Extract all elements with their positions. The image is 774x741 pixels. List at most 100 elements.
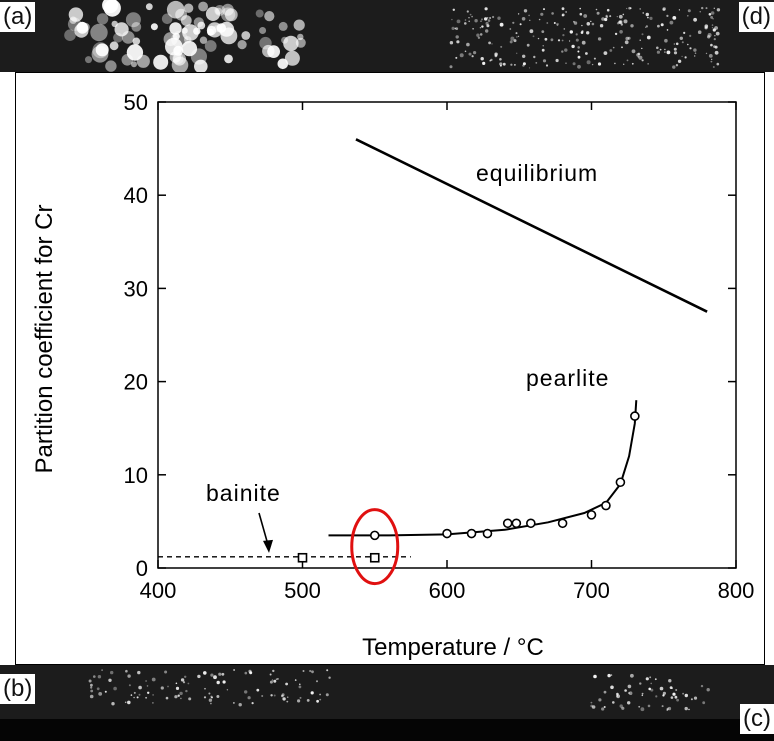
micrograph-particle — [557, 39, 561, 42]
micrograph-particle — [502, 62, 506, 66]
axis-ticks: 400 500 600 700 800 0 10 20 30 40 50 — [124, 90, 755, 603]
micrograph-particle — [233, 669, 236, 671]
micrograph-particle — [591, 705, 596, 709]
micrograph-particle — [565, 11, 567, 13]
micrograph-particle — [218, 672, 222, 676]
micrograph-particle — [216, 680, 220, 685]
micrograph-particle — [649, 16, 653, 20]
micrograph-particle — [710, 60, 713, 63]
micrograph-particle — [298, 685, 302, 689]
micrograph-particle — [688, 708, 690, 711]
micrograph-particle — [621, 46, 623, 49]
micrograph-particle — [529, 19, 531, 21]
bainite-point — [369, 552, 380, 563]
micrograph-particle — [474, 19, 478, 23]
micrograph-particle — [622, 13, 625, 16]
micrograph-particle — [671, 687, 673, 690]
micrograph-particle — [113, 686, 117, 691]
micrograph-particle — [85, 56, 92, 64]
micrograph-particle — [221, 7, 236, 22]
micrograph-particle — [672, 16, 677, 20]
micrograph-particle — [179, 691, 183, 696]
pearlite-point — [511, 518, 522, 529]
micrograph-particle — [704, 26, 708, 30]
micrograph-particle — [515, 32, 518, 35]
micrograph-particle — [690, 698, 693, 701]
micrograph-particle — [638, 705, 641, 708]
micrograph-particle — [609, 15, 612, 18]
micrograph-particle — [517, 13, 520, 15]
micrograph-particle — [275, 678, 278, 680]
micrograph-particle — [614, 32, 618, 36]
micrograph-particle — [561, 14, 564, 17]
micrograph-particle — [238, 703, 242, 707]
micrograph-particle — [499, 62, 503, 66]
micrograph-particle — [649, 676, 652, 679]
micrograph-particle — [194, 59, 208, 72]
micrograph-particle — [659, 686, 664, 691]
micrograph-particle — [538, 18, 541, 21]
micrograph-particle — [603, 690, 607, 694]
micrograph-particle — [297, 699, 301, 703]
micrograph-particle — [286, 700, 289, 703]
micrograph-particle — [133, 691, 136, 694]
micrograph-particle — [299, 683, 301, 686]
micrograph-particle — [684, 56, 687, 59]
micrograph-particle — [499, 58, 502, 61]
micrograph-particle — [205, 6, 221, 22]
micrograph-particle — [319, 693, 321, 696]
micrograph-particle — [616, 16, 618, 18]
micrograph-particle — [601, 707, 605, 711]
micrograph-particle — [299, 696, 302, 699]
micrograph-particle — [681, 55, 683, 58]
micrograph-particle — [654, 678, 657, 681]
micrograph-particle — [482, 61, 486, 65]
micrograph-particle — [561, 50, 564, 53]
micrograph-particle — [203, 696, 207, 699]
micrograph-particle — [610, 674, 613, 676]
micrograph-particle — [484, 17, 488, 21]
micrograph-particle — [579, 12, 583, 16]
micrograph-particle — [541, 48, 545, 52]
micrograph-particle — [595, 8, 598, 11]
micrograph-particle — [650, 688, 654, 692]
micrograph-particle — [647, 63, 649, 65]
micrograph-particle — [700, 684, 704, 688]
micrograph-particle — [455, 35, 459, 39]
micrograph-particle — [628, 691, 633, 695]
micrograph-particle — [556, 22, 559, 26]
micrograph-particle — [522, 62, 526, 66]
micrograph-particle — [207, 28, 215, 36]
y-tick-label: 20 — [124, 370, 148, 395]
micrograph-particle — [669, 20, 674, 25]
micrograph-particle — [77, 21, 88, 32]
micrograph-particle — [104, 690, 107, 693]
micrograph-particle — [125, 12, 141, 28]
micrograph-particle — [561, 39, 564, 42]
micrograph-particle — [598, 698, 602, 702]
micrograph-particle — [199, 36, 208, 44]
micrograph-particle — [590, 701, 593, 704]
pearlite-point — [630, 411, 640, 421]
micrograph-particle — [509, 40, 513, 44]
micrograph-top-image — [64, 0, 721, 72]
micrograph-particle — [627, 684, 632, 689]
micrograph-particle — [624, 40, 629, 45]
micrograph-particle — [285, 682, 288, 686]
micrograph-particle — [244, 690, 248, 694]
micrograph-particle — [90, 683, 93, 687]
micrograph-particle — [273, 694, 276, 697]
micrograph-particle — [281, 694, 284, 698]
micrograph-particle — [213, 675, 217, 680]
micrograph-particle — [641, 692, 644, 695]
micrograph-particle — [641, 47, 643, 50]
micrograph-particle — [522, 64, 525, 67]
series-group — [158, 138, 708, 563]
micrograph-particle — [208, 698, 213, 702]
micrograph-particle — [707, 35, 711, 39]
micrograph-particle — [165, 37, 183, 56]
micrograph-particle — [516, 36, 518, 38]
micrograph-particle — [90, 686, 93, 689]
micrograph-particle — [269, 673, 272, 676]
micrograph-particle — [451, 18, 453, 21]
